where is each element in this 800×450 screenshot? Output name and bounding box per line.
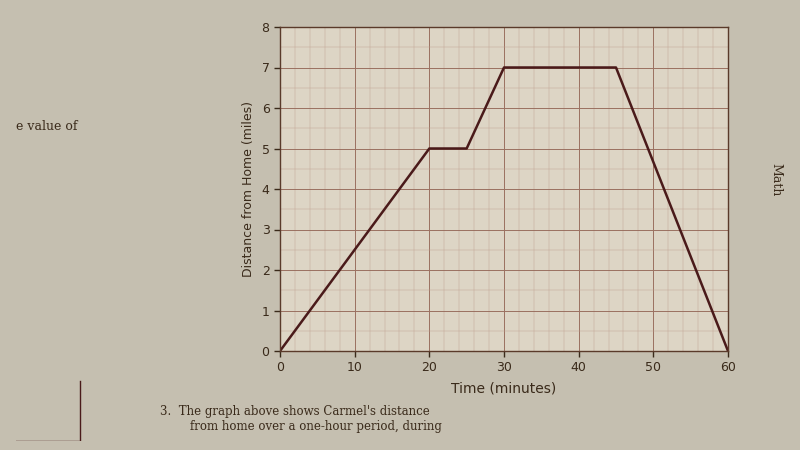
X-axis label: Time (minutes): Time (minutes) <box>451 381 557 396</box>
Text: Math: Math <box>770 163 782 197</box>
Y-axis label: Distance from Home (miles): Distance from Home (miles) <box>242 101 254 277</box>
Text: e value of: e value of <box>16 120 78 132</box>
Text: 3.  The graph above shows Carmel's distance
        from home over a one-hour pe: 3. The graph above shows Carmel's distan… <box>160 405 442 433</box>
